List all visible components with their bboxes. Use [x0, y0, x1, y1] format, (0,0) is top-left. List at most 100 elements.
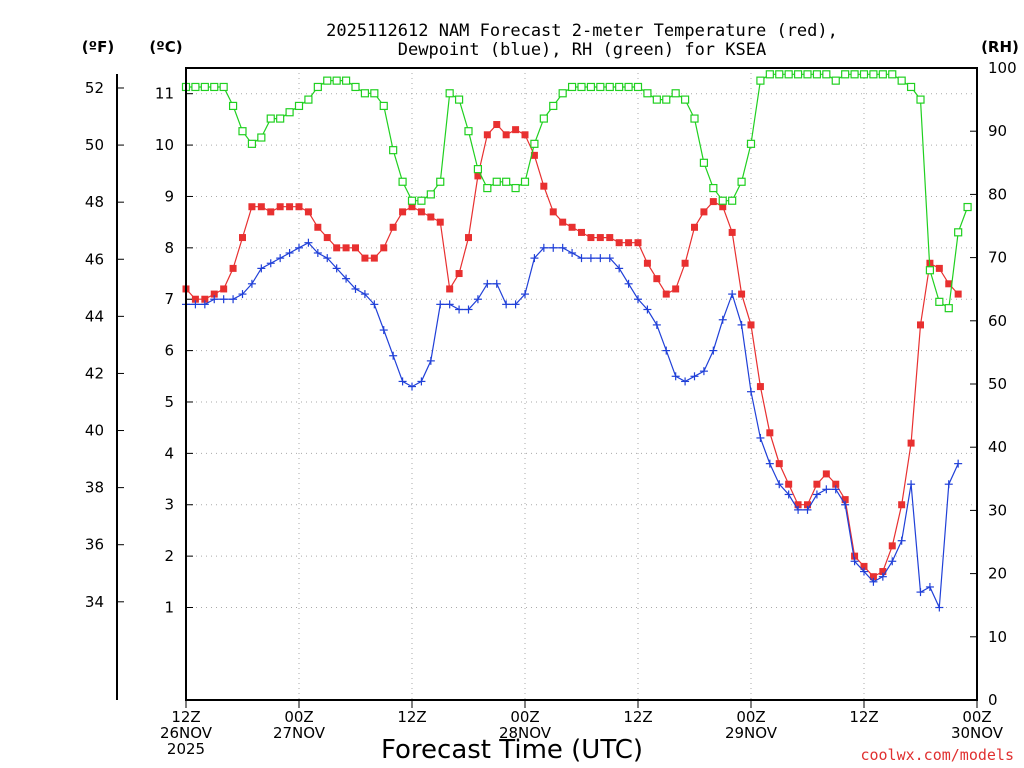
- rh-point: [831, 76, 840, 85]
- temperature-point: [738, 290, 746, 298]
- x-tick-label: 29NOV: [725, 724, 778, 742]
- rh-point: [586, 82, 596, 92]
- celsius-tick-label: 2: [164, 547, 174, 565]
- dewpoint-point: [718, 315, 727, 324]
- rh-point: [897, 76, 906, 85]
- temperature-point: [370, 254, 378, 262]
- temperature-point: [389, 223, 397, 231]
- fahrenheit-tick-label: 40: [85, 422, 104, 440]
- temperature-point: [587, 234, 595, 242]
- temperature-point: [333, 244, 341, 252]
- rh-point: [925, 266, 935, 275]
- rh-point: [398, 177, 407, 186]
- temperature-point: [860, 562, 868, 570]
- x-tick-label: 28NOV: [499, 724, 552, 742]
- rh-point: [530, 139, 539, 148]
- dewpoint-point: [568, 248, 577, 257]
- dewpoint-point: [219, 295, 228, 304]
- dewpoint-point: [229, 295, 238, 304]
- rh-point: [765, 70, 774, 79]
- temperature-point: [361, 254, 369, 262]
- fahrenheit-tick-label: 52: [85, 79, 104, 97]
- rh-tick-label: 50: [988, 375, 1007, 393]
- temperature-point: [239, 234, 246, 242]
- series-temperature: [182, 121, 962, 581]
- temperature-point: [643, 259, 651, 267]
- temperature-point: [888, 542, 896, 550]
- dewpoint-line: [186, 241, 959, 610]
- rh-point: [624, 82, 633, 92]
- dewpoint-point: [351, 284, 360, 293]
- dewpoint-point: [389, 351, 398, 360]
- temperature-point: [427, 213, 435, 221]
- rh-point: [699, 158, 709, 167]
- dewpoint-point: [200, 300, 209, 309]
- rh-point: [671, 89, 680, 98]
- fahrenheit-axis: 34 36 38 40 42 44 46 48 50 52: [85, 73, 124, 700]
- rh-tick-label: 90: [988, 122, 1007, 140]
- dewpoint-point: [360, 290, 369, 299]
- dewpoint-point: [436, 300, 445, 309]
- celsius-tick-label: 8: [164, 239, 174, 257]
- rh-point: [238, 127, 247, 136]
- dewpoint-point: [850, 557, 859, 566]
- dewpoint-point: [784, 490, 793, 499]
- rh-point: [200, 82, 209, 92]
- rh-tick-label: 40: [988, 438, 1007, 456]
- celsius-tick-label: 11: [155, 85, 174, 103]
- rh-point: [652, 95, 661, 104]
- temperature-point: [502, 131, 510, 139]
- dewpoint-point: [822, 485, 831, 494]
- dewpoint-point: [756, 433, 765, 442]
- rh-point: [228, 101, 238, 111]
- rh-point: [351, 82, 360, 92]
- rh-point: [878, 70, 887, 79]
- temperature-point: [634, 239, 642, 247]
- rh-point: [906, 82, 916, 92]
- temperature-point: [210, 290, 218, 298]
- rh-point: [294, 101, 304, 111]
- temperature-point: [220, 285, 228, 293]
- dewpoint-point: [812, 490, 821, 499]
- rh-point: [389, 146, 398, 155]
- dewpoint-point: [643, 305, 652, 314]
- dewpoint-point: [464, 305, 473, 314]
- series-layer: [181, 70, 972, 612]
- dewpoint-point: [539, 243, 548, 252]
- rh-point: [746, 139, 756, 148]
- rh-point: [210, 82, 219, 92]
- rh-tick-label: 0: [988, 691, 998, 709]
- dewpoint-point: [266, 259, 275, 268]
- dewpoint-point: [276, 254, 285, 263]
- temperature-point: [898, 501, 906, 509]
- rh-point: [483, 183, 492, 193]
- fahrenheit-tick-label: 34: [85, 593, 104, 611]
- dewpoint-point: [247, 279, 256, 288]
- rh-tick-label: 60: [988, 312, 1007, 330]
- temperature-point: [267, 208, 275, 216]
- rh-point: [464, 127, 473, 136]
- temperature-point: [728, 228, 736, 236]
- temperature-point: [700, 208, 708, 216]
- temperature-point: [304, 208, 312, 216]
- temperature-point: [794, 501, 802, 509]
- dewpoint-point: [455, 305, 464, 314]
- temperature-point: [323, 234, 331, 242]
- temperature-point: [286, 203, 294, 211]
- dewpoint-point: [709, 346, 718, 355]
- dewpoint-point: [238, 290, 247, 299]
- rh-point: [549, 101, 558, 111]
- dewpoint-point: [502, 300, 511, 309]
- rh-line: [186, 73, 969, 310]
- dewpoint-point: [596, 254, 605, 263]
- rh-point: [276, 114, 285, 123]
- x-tick-label: 00Z: [284, 708, 313, 726]
- rh-point: [492, 177, 501, 186]
- temperature-point: [549, 208, 557, 216]
- rh-point: [502, 177, 511, 186]
- rh-point: [445, 89, 454, 98]
- rh-point: [888, 70, 897, 79]
- temperature-point: [465, 234, 472, 242]
- rh-point: [775, 70, 784, 79]
